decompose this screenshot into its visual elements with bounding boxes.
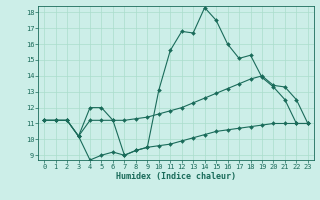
X-axis label: Humidex (Indice chaleur): Humidex (Indice chaleur)	[116, 172, 236, 181]
